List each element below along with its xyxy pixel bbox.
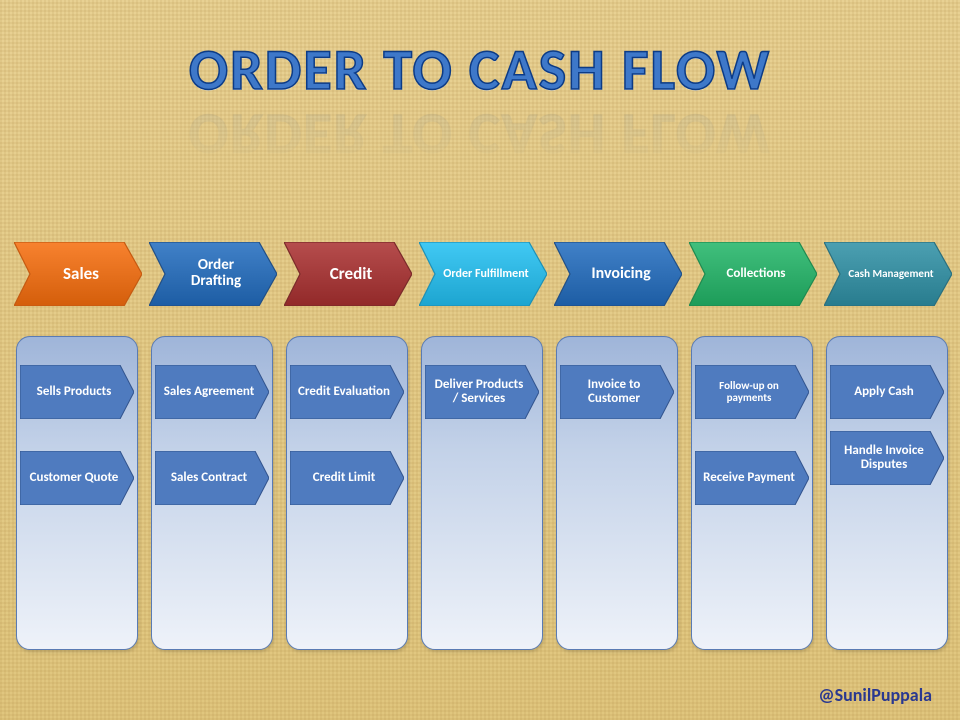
stage-invoicing: Invoicing [554,242,682,306]
stage-card: Sells Products Customer Quote [16,336,138,650]
title-block: ORDER TO CASH FLOW ORDER TO CASH FLOW [0,34,960,170]
stage-label: Collections [689,242,817,306]
step-deliver-products-services: Deliver Products / Services [425,365,539,419]
step-label: Follow-up on payments [695,365,809,419]
stage-order-fulfillment: Order Fulfillment [419,242,547,306]
stage-label: Invoicing [554,242,682,306]
stage-collections: Collections [689,242,817,306]
page-title: ORDER TO CASH FLOW [189,34,771,105]
stage-card: Sales Agreement Sales Contract [151,336,273,650]
stage-card: Invoice to Customer [556,336,678,650]
step-label: Sales Agreement [155,365,269,419]
stage-credit: Credit [284,242,412,306]
diagram-canvas: ORDER TO CASH FLOW ORDER TO CASH FLOW Sa… [0,0,960,720]
stage-label: Sales [14,242,142,306]
stage-card: Deliver Products / Services [421,336,543,650]
step-label: Sales Contract [155,451,269,505]
stage-order-drafting: Order Drafting [149,242,277,306]
cards-row: Sells Products Customer Quote Sales Agre… [14,336,946,656]
step-label: Credit Evaluation [290,365,404,419]
step-invoice-to-customer: Invoice to Customer [560,365,674,419]
page-title-reflection: ORDER TO CASH FLOW [0,99,960,170]
step-label: Customer Quote [20,451,134,505]
stage-label: Cash Management [824,242,952,306]
stage-card: Credit Evaluation Credit Limit [286,336,408,650]
step-sells-products: Sells Products [20,365,134,419]
step-label: Credit Limit [290,451,404,505]
stage-sales: Sales [14,242,142,306]
stage-label: Order Drafting [149,242,277,306]
stage-label: Order Fulfillment [419,242,547,306]
step-receive-payment: Receive Payment [695,451,809,505]
stage-row: Sales Order Drafting Credit Order Fulfil… [14,242,946,306]
step-sales-contract: Sales Contract [155,451,269,505]
stage-cash-management: Cash Management [824,242,952,306]
step-label: Deliver Products / Services [425,365,539,419]
step-credit-limit: Credit Limit [290,451,404,505]
stage-card: Apply Cash Handle Invoice Disputes [826,336,948,650]
credit-text: @SunilPuppala [818,684,932,706]
step-label: Sells Products [20,365,134,419]
step-handle-invoice-disputes: Handle Invoice Disputes [830,431,944,485]
stage-card: Follow-up on payments Receive Payment [691,336,813,650]
step-sales-agreement: Sales Agreement [155,365,269,419]
step-label: Handle Invoice Disputes [830,431,944,485]
step-label: Receive Payment [695,451,809,505]
step-credit-evaluation: Credit Evaluation [290,365,404,419]
step-customer-quote: Customer Quote [20,451,134,505]
stage-label: Credit [284,242,412,306]
step-label: Invoice to Customer [560,365,674,419]
step-follow-up-on-payments: Follow-up on payments [695,365,809,419]
step-label: Apply Cash [830,365,944,419]
step-apply-cash: Apply Cash [830,365,944,419]
